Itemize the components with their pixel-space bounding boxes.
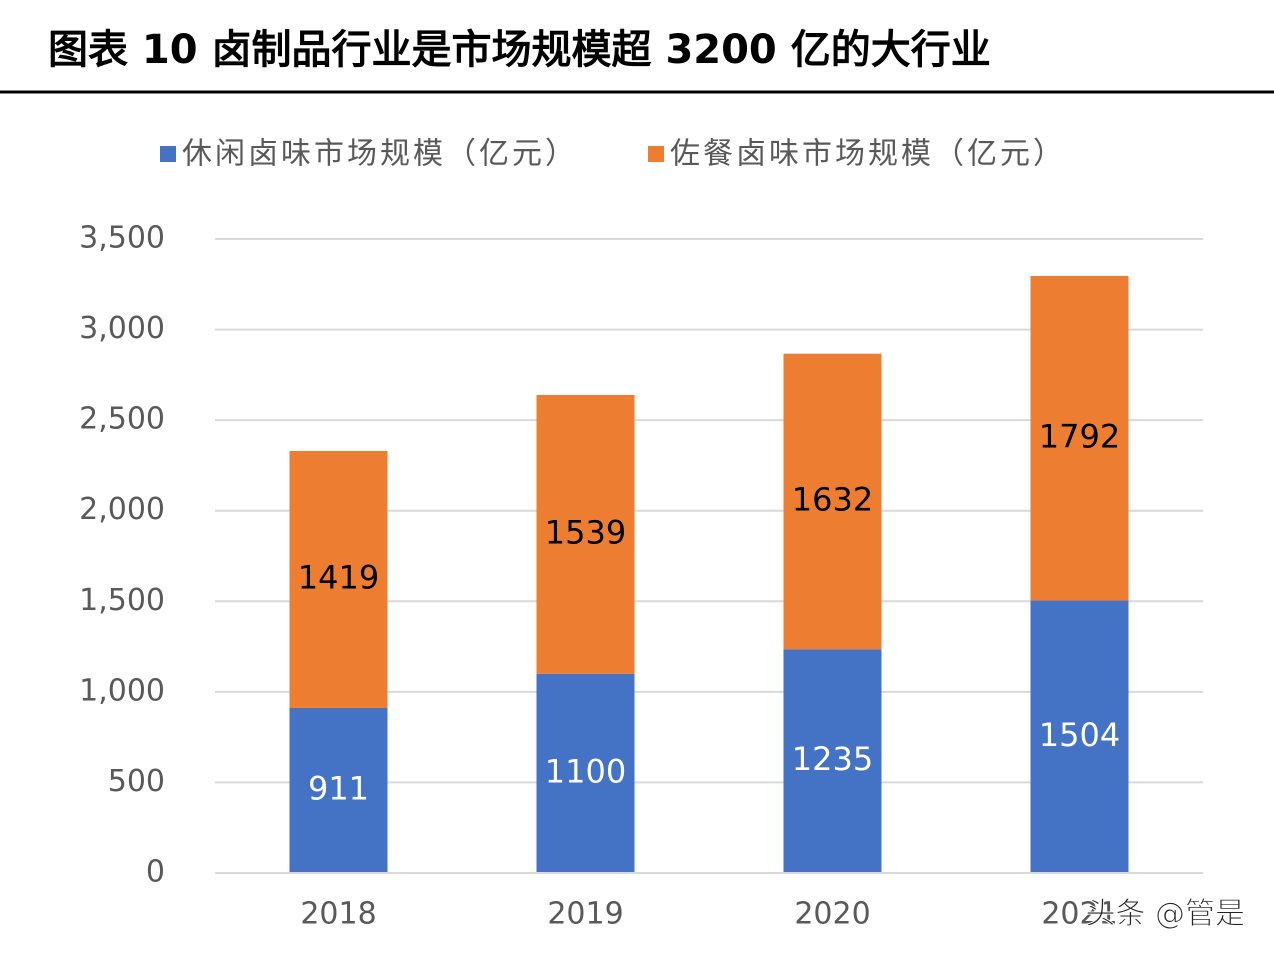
- y-tick-label: 3,000: [79, 311, 165, 346]
- legend-swatch: [648, 146, 664, 162]
- value-label: 1235: [792, 740, 873, 778]
- x-tick-label: 2020: [794, 897, 870, 932]
- value-label: 1792: [1039, 417, 1120, 455]
- y-tick-label: 0: [146, 855, 165, 890]
- y-tick-label: 2,000: [79, 492, 165, 527]
- bar-segment: [536, 673, 635, 873]
- value-label: 1539: [545, 513, 626, 551]
- value-label: 911: [308, 769, 369, 807]
- bar-segment: [289, 707, 388, 873]
- y-tick-label: 1,000: [79, 673, 165, 708]
- bar-segment: [1030, 600, 1129, 873]
- value-label: 1419: [298, 558, 379, 596]
- value-label: 1100: [545, 752, 626, 790]
- bar-segment: [783, 649, 882, 873]
- legend-swatch: [160, 146, 176, 162]
- bar-segment: [289, 450, 388, 708]
- value-label: 1632: [792, 480, 873, 518]
- y-tick-label: 2,500: [79, 402, 165, 437]
- value-label: 1504: [1039, 716, 1120, 754]
- legend-label: 佐餐卤味市场规模（亿元）: [670, 137, 1066, 172]
- legend-label: 休闲卤味市场规模（亿元）: [182, 137, 578, 172]
- y-tick-label: 1,500: [79, 583, 165, 618]
- x-tick-label: 2018: [300, 897, 376, 932]
- bar-segment: [783, 353, 882, 650]
- chart-title: 图表 10 卤制品行业是市场规模超 3200 亿的大行业: [48, 27, 991, 73]
- y-tick-label: 500: [108, 764, 165, 799]
- x-tick-label: 2021: [1041, 897, 1117, 932]
- x-tick-label: 2019: [547, 897, 623, 932]
- watermark: 头条 @管是: [1085, 897, 1245, 932]
- bar-segment: [536, 394, 635, 674]
- y-tick-label: 3,500: [79, 221, 165, 256]
- bar-segment: [1030, 275, 1129, 601]
